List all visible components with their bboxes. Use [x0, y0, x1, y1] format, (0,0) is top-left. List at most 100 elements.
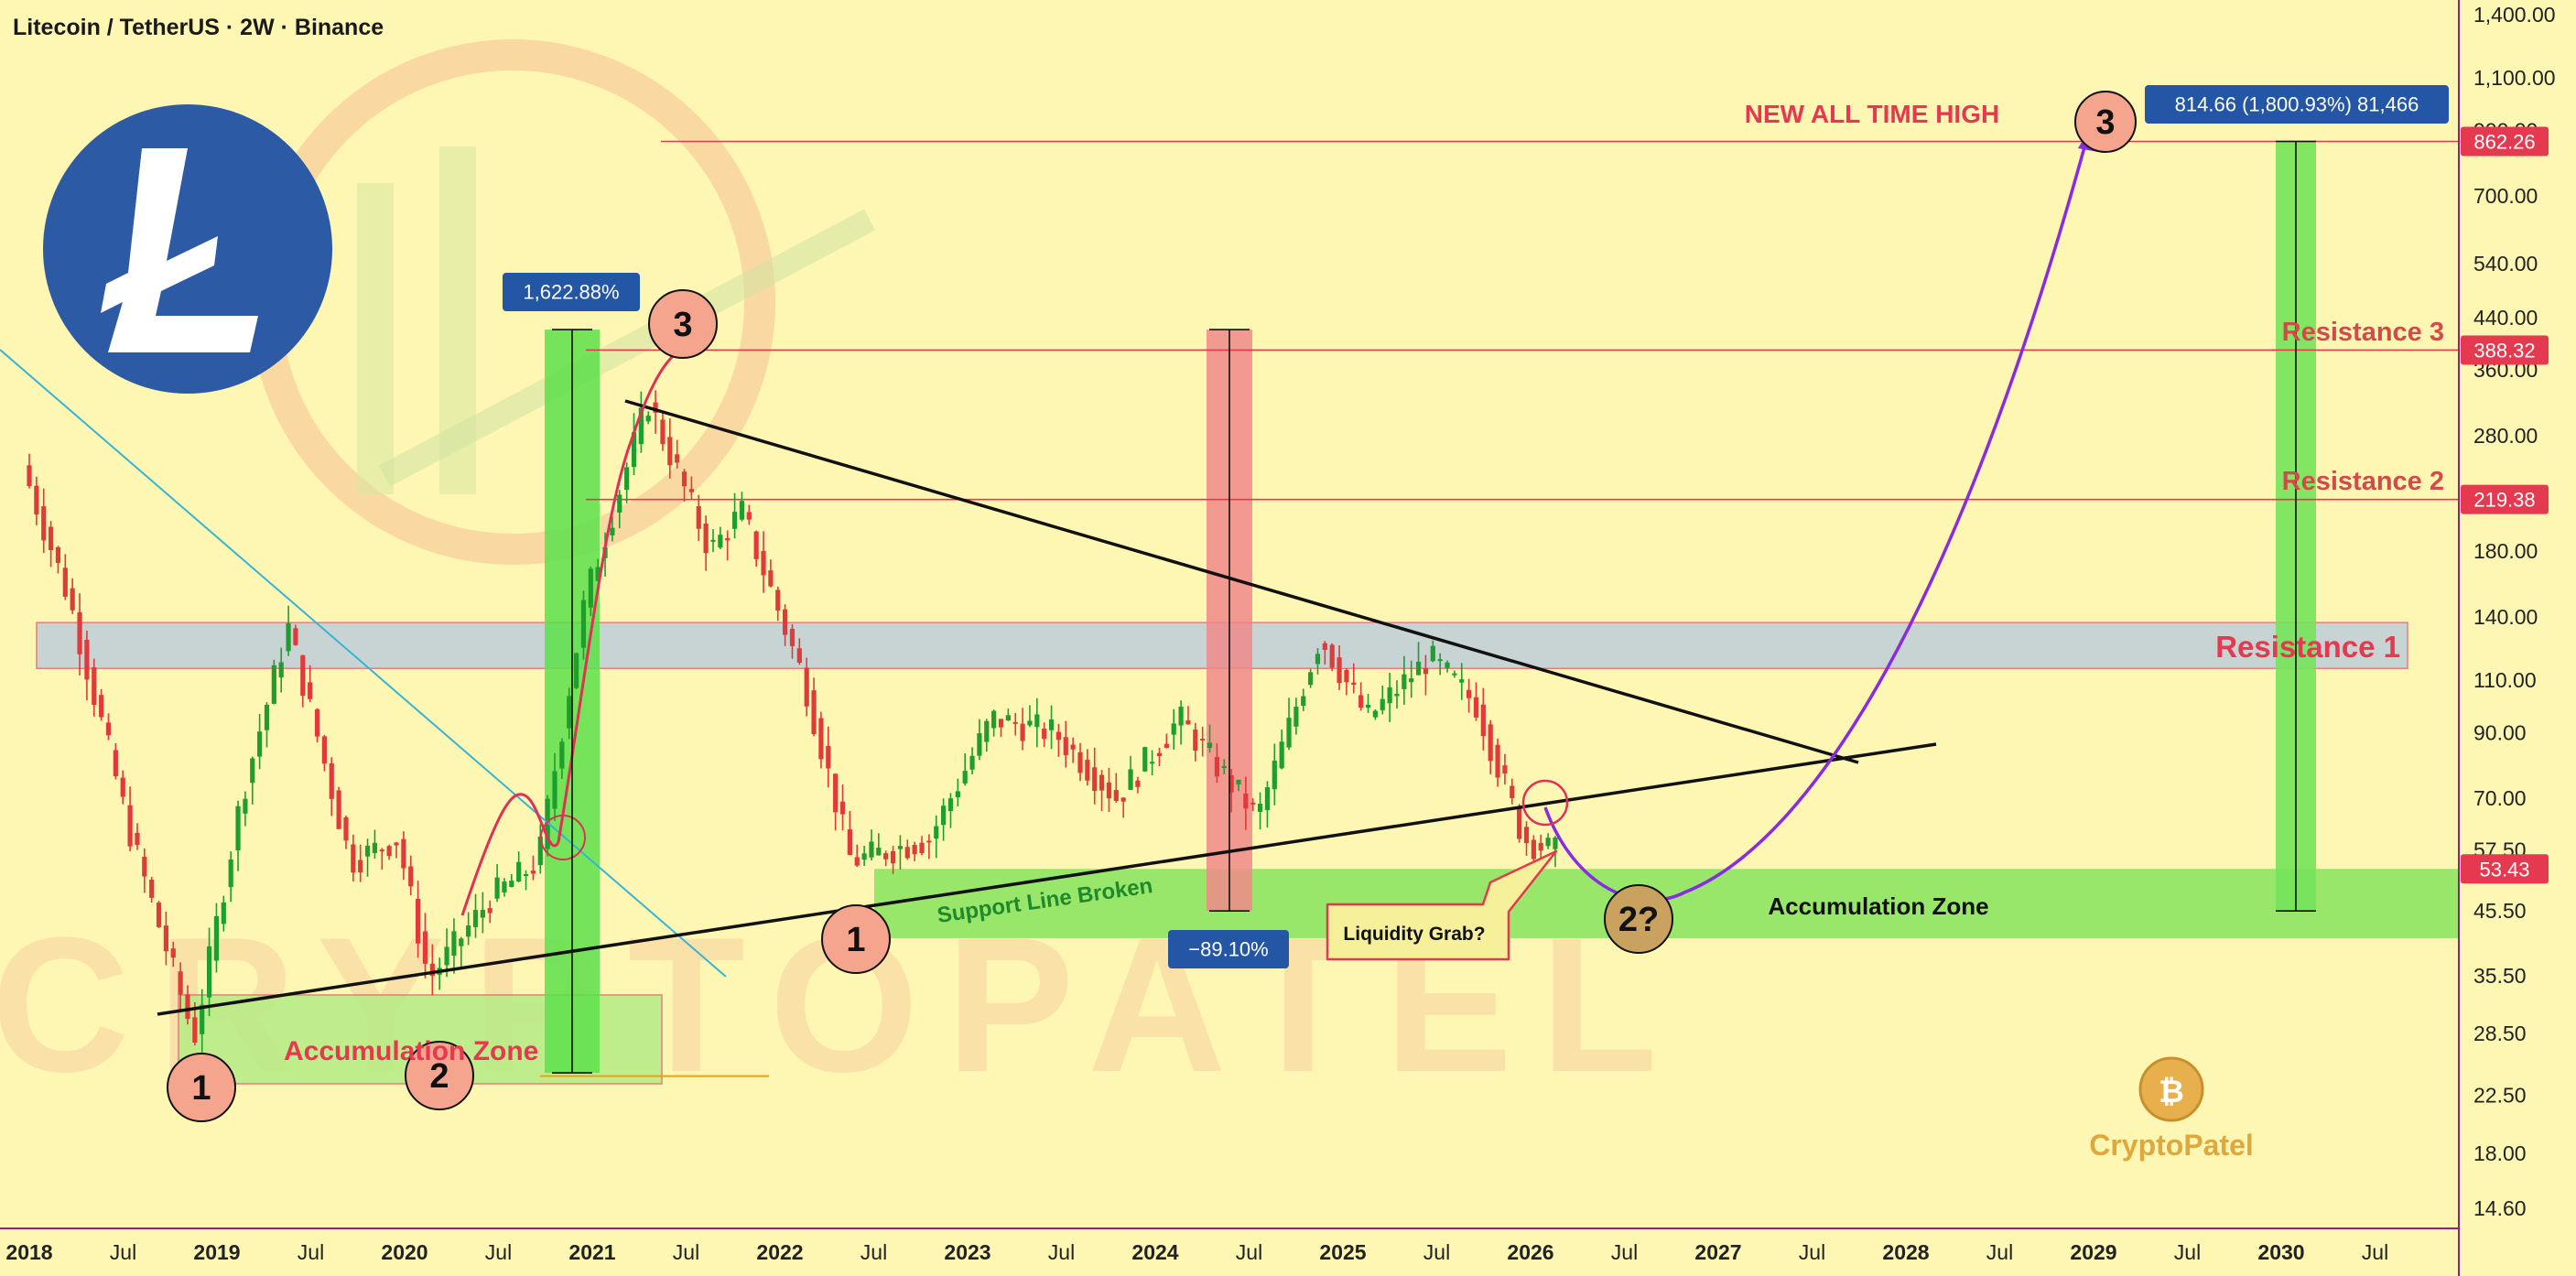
candle-body [818, 718, 824, 760]
candle-body [509, 881, 514, 888]
candle-body [329, 762, 334, 799]
x-tick-label: 2026 [1507, 1240, 1553, 1264]
candle-body [804, 667, 809, 707]
candle-body [1185, 720, 1191, 725]
candle-body [1063, 737, 1068, 756]
accumulation-zone-left-label: Accumulation Zone [284, 1036, 538, 1066]
wave-marker-3-2021-label: 3 [673, 306, 692, 344]
y-tick-label: 18.00 [2473, 1141, 2527, 1165]
candle-body [912, 845, 917, 855]
candle-body [1365, 704, 1371, 708]
candle-body [62, 568, 68, 597]
candle-body [278, 662, 284, 678]
price-tag-label: 219.38 [2473, 489, 2535, 512]
candle-body [1042, 729, 1047, 740]
candle-body [156, 903, 162, 927]
candle-body [847, 829, 852, 856]
candle-body [1510, 785, 1515, 799]
candle-body [27, 465, 32, 487]
candle-body [379, 849, 384, 852]
x-tick-label: Jul [1799, 1240, 1825, 1264]
resistance-2-label: Resistance 2 [2282, 467, 2444, 496]
candle-body [401, 838, 406, 869]
candle-body [221, 902, 226, 925]
candle-body [1085, 760, 1090, 781]
candle-body [703, 523, 709, 554]
x-tick-label: 2030 [2257, 1240, 2304, 1264]
candle-body [113, 750, 118, 776]
candle-body [1308, 672, 1314, 686]
x-tick-label: 2022 [756, 1240, 803, 1264]
price-tag-label: 388.32 [2473, 339, 2535, 362]
x-tick-label: Jul [2174, 1240, 2201, 1264]
y-tick-label: 700.00 [2473, 184, 2538, 208]
candle-body [99, 695, 104, 718]
x-tick-label: Jul [860, 1240, 887, 1264]
candle-body [1142, 747, 1148, 772]
candle-body [984, 720, 990, 742]
candle-body [321, 736, 327, 764]
candle-body [731, 512, 738, 529]
candle-body [386, 846, 392, 857]
candle-body [264, 704, 270, 730]
target-measure-label-box [2145, 85, 2449, 124]
candle-body [502, 881, 507, 892]
candle-body [1120, 797, 1126, 802]
candle-body [955, 791, 960, 797]
candle-body [1279, 741, 1284, 769]
y-tick-label: 35.50 [2473, 964, 2527, 988]
watermark-bar [357, 183, 394, 494]
wave-marker-3-target-label: 3 [2095, 103, 2115, 142]
candle-body [185, 994, 190, 1020]
candle-body [1502, 765, 1508, 774]
candle-body [1150, 762, 1155, 764]
litecoin-mark-icon [101, 148, 258, 352]
candle-body [1293, 707, 1299, 727]
candle-body [552, 771, 557, 809]
candle-body [710, 539, 716, 542]
x-tick-label: 2021 [568, 1240, 615, 1264]
candle-body [494, 877, 500, 899]
candle-body [861, 853, 867, 860]
wave-marker-3-2021 [648, 289, 718, 359]
candle-body [796, 648, 802, 664]
candle-body [364, 845, 371, 857]
candle-body [105, 722, 112, 736]
candle-body [1207, 742, 1213, 749]
candle-body [178, 971, 183, 995]
candle-body [1495, 744, 1500, 778]
x-tick-label: 2023 [944, 1240, 990, 1264]
candle-body [429, 963, 435, 977]
candle-body [1387, 687, 1392, 704]
candle-body [314, 708, 320, 737]
candle-body [170, 948, 176, 958]
candle-body [1517, 806, 1522, 839]
candle-body [466, 925, 471, 937]
candle-body [1077, 752, 1083, 773]
x-tick-label: Jul [485, 1240, 512, 1264]
candle-body [631, 432, 637, 468]
candle-body [48, 526, 54, 550]
candle-body [839, 801, 846, 815]
candle-body [1214, 756, 1219, 777]
candle-body [300, 654, 306, 697]
candle-body [610, 527, 615, 535]
candle-body [869, 841, 874, 858]
candle-body [336, 790, 341, 829]
candle-body [1171, 723, 1176, 735]
candle-body [559, 741, 565, 769]
y-tick-label: 45.50 [2473, 899, 2527, 923]
gain-2021-label-box [503, 273, 640, 311]
candle-body [775, 589, 781, 611]
candle-body [890, 850, 896, 864]
price-tag-label: 862.26 [2473, 131, 2535, 154]
candle-body [1236, 779, 1241, 784]
candle-body [1272, 760, 1277, 790]
y-tick-label: 14.60 [2473, 1196, 2527, 1220]
candle-body [617, 494, 622, 513]
candle-body [1221, 765, 1227, 768]
candle-body [1531, 839, 1536, 860]
